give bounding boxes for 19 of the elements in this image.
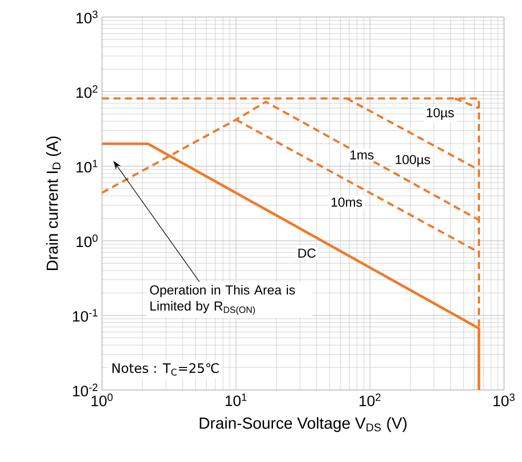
series-label: DC: [298, 248, 316, 258]
x-tick-label: 10$^{1}$: [226, 394, 246, 406]
x-tick-label: 10$^{0}$: [92, 394, 113, 406]
y-tick-label: 10$^{1}$: [76, 160, 98, 172]
series-label: 10ms: [332, 198, 362, 207]
y-axis-title: Drain current I$_{D}$ (A): [46, 136, 62, 270]
x-tick-label: 10$^{3}$: [494, 394, 515, 406]
y-tick-label: 10$^{0}$: [76, 234, 98, 248]
series-label: 100µs: [396, 154, 430, 167]
y-tick-label: 10$^{2}$: [76, 85, 98, 98]
series-label: 1ms: [350, 150, 374, 160]
x-axis-title: Drain-Source Voltage V$_{DS}$ (V): [200, 417, 407, 432]
x-tick-label: 10$^{2}$: [360, 394, 380, 406]
annotation: Operation in This Area is Limited by R$_{DS(ON)}$: [150, 285, 295, 315]
series-label: 10µs: [426, 108, 454, 120]
y-tick-label: 10$^{3}$: [76, 10, 98, 24]
y-tick-label: 10$^{-1}$: [73, 309, 98, 322]
y-tick-label: 10$^{-2}$: [73, 384, 98, 396]
annotation: Notes : T$_{C}$=25℃: [112, 363, 219, 376]
